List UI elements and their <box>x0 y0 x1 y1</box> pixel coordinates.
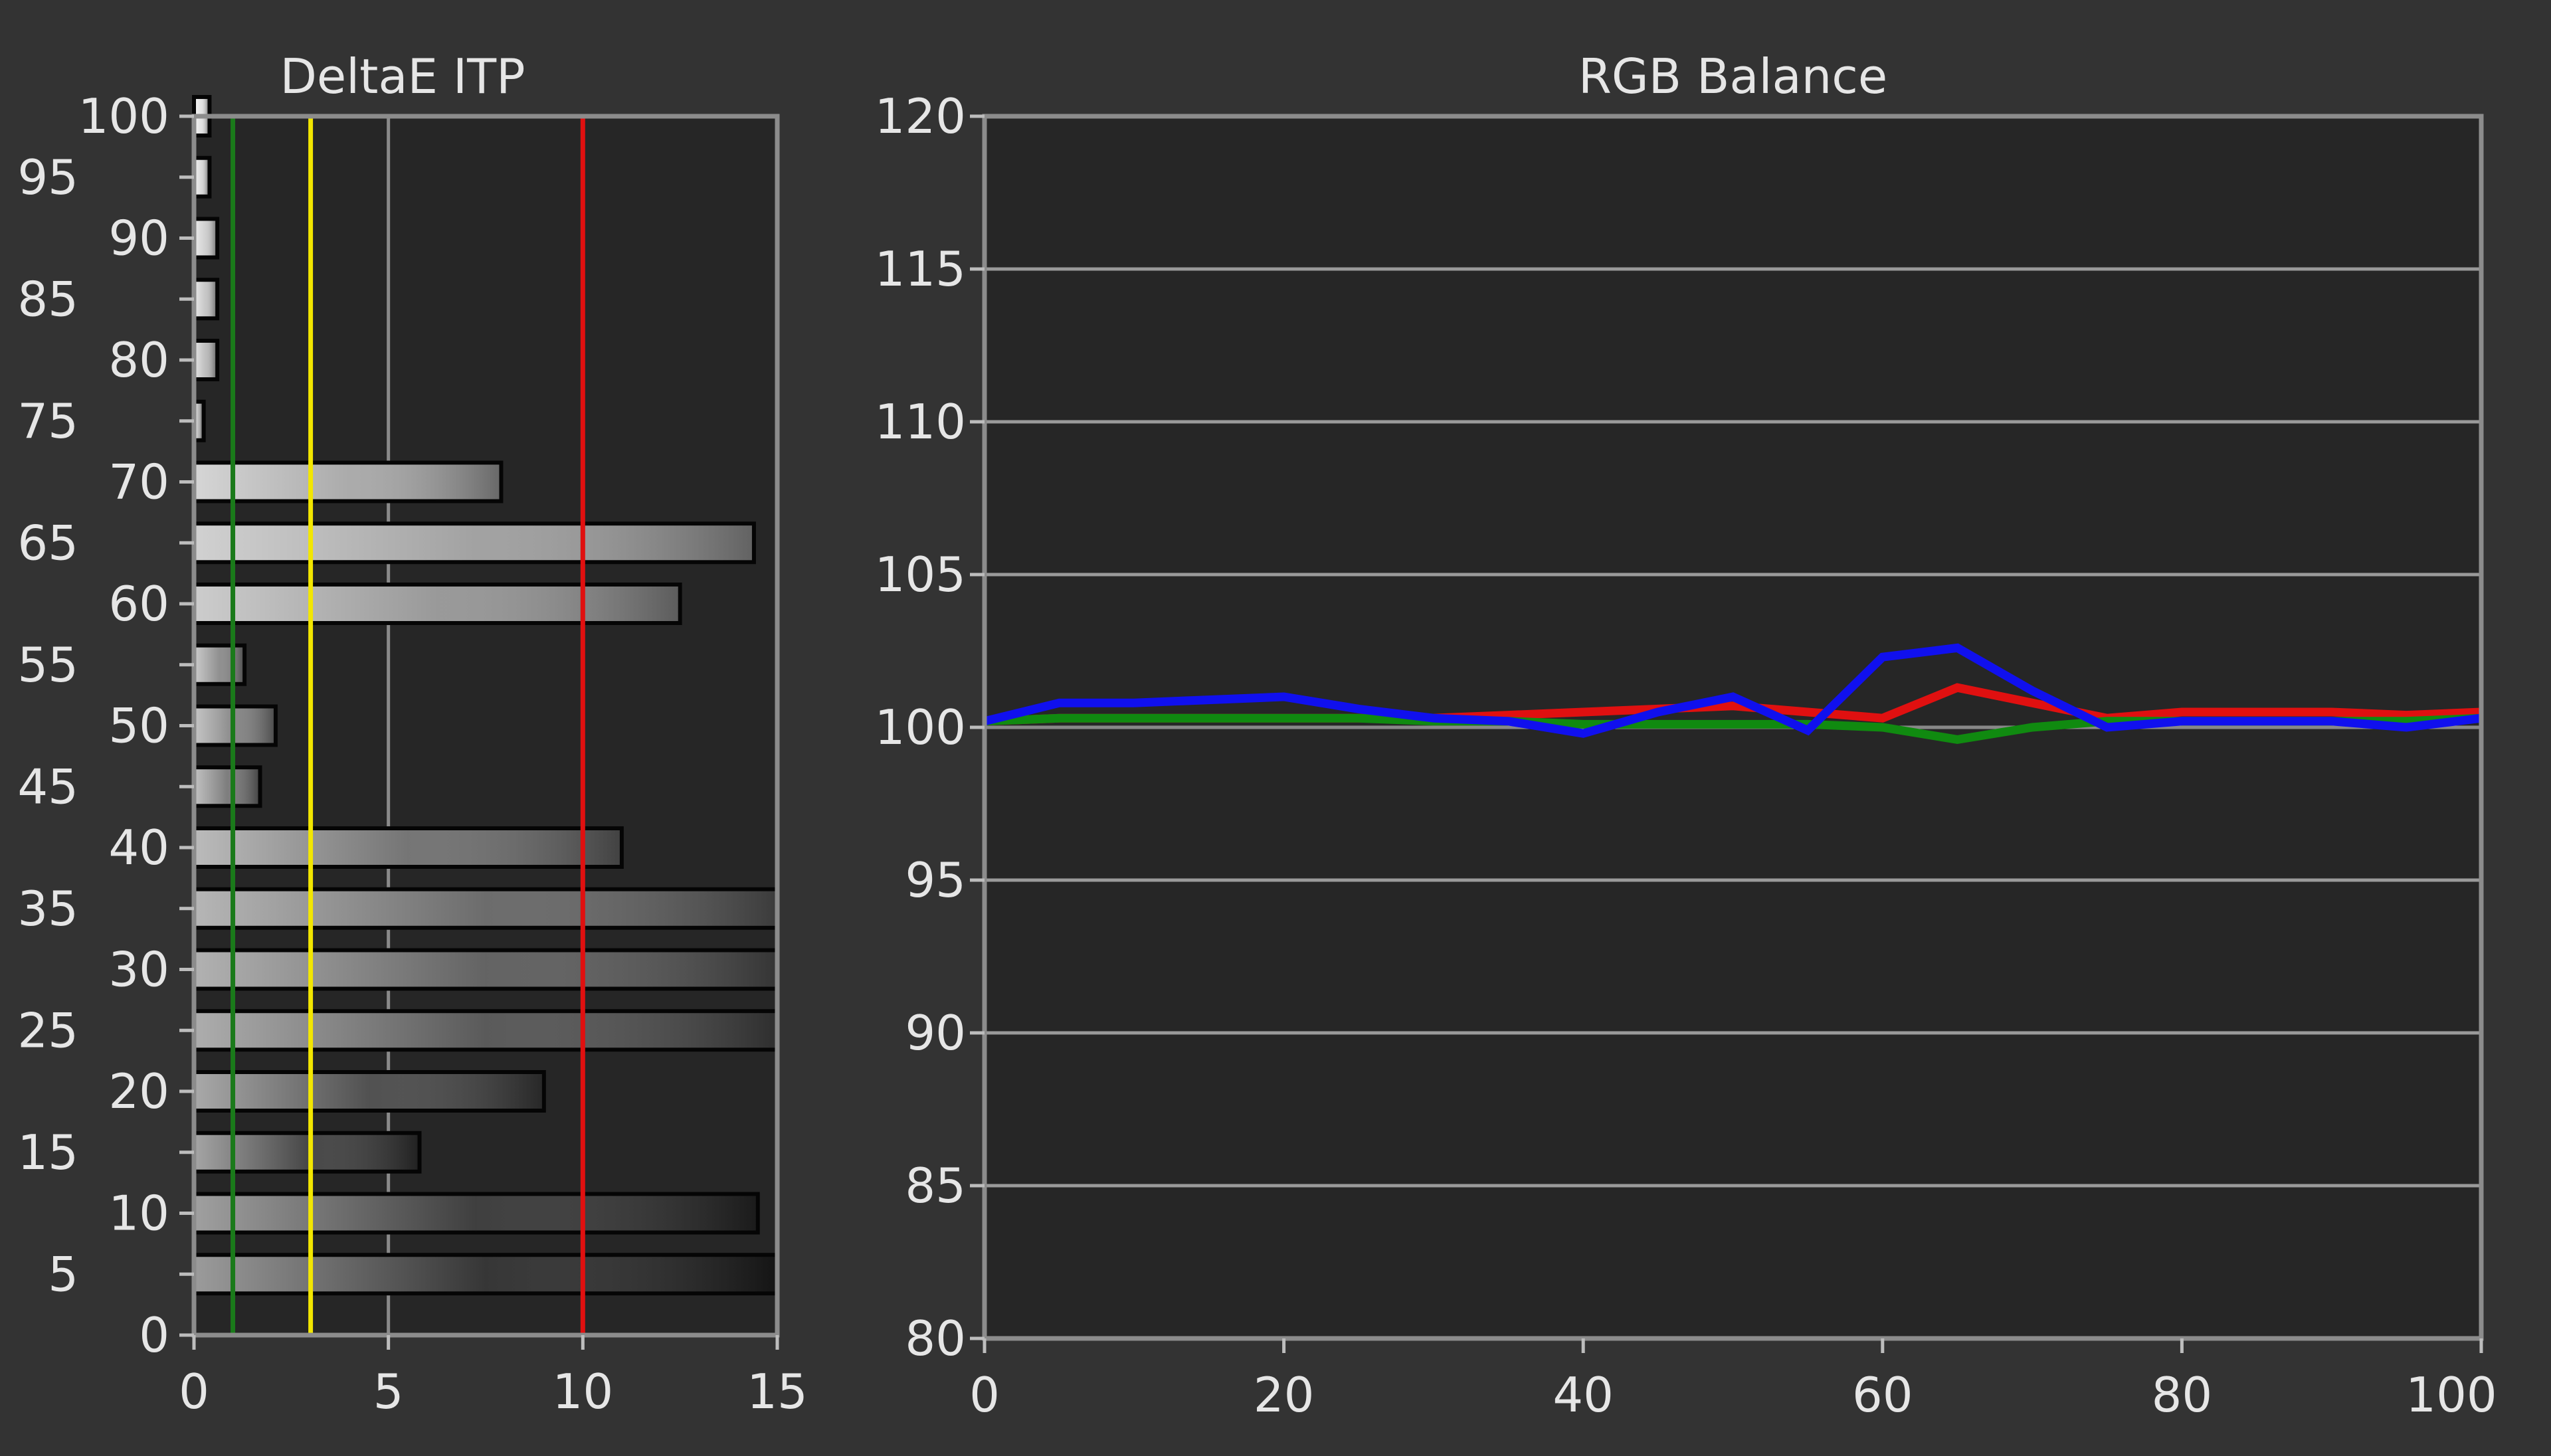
deltae-x-tick-label: 0 <box>179 1364 209 1419</box>
deltae-y-tick-label: 65 <box>17 515 78 571</box>
deltae-y-tick-label: 25 <box>17 1002 78 1058</box>
deltae-y-tick-label: 75 <box>17 393 78 449</box>
deltae-y-tick-label: 5 <box>48 1246 78 1302</box>
rgb-y-tick-label: 115 <box>875 241 966 297</box>
deltae-bar-shading <box>196 282 216 317</box>
rgb-y-tick-label: 80 <box>905 1311 966 1366</box>
deltae-chart: DeltaE ITP 05101520253035404550556065707… <box>17 48 807 1419</box>
rgb-x-tick-label: 40 <box>1553 1367 1614 1423</box>
rgb-series-line <box>983 643 2482 738</box>
deltae-y-tick-label: 100 <box>78 88 169 144</box>
rgb-x-tick-label: 20 <box>1254 1367 1315 1423</box>
deltae-bar-shading <box>196 830 620 865</box>
rgb-x-axis: 0 20 40 60 80 100 <box>969 1338 2497 1423</box>
deltae-y-tick-label: 90 <box>108 211 169 266</box>
rgb-y-tick-label: 100 <box>875 699 966 755</box>
rgb-x-tick-label: 80 <box>2152 1367 2213 1423</box>
rgb-y-tick-label: 95 <box>905 852 966 908</box>
deltae-bar-shading <box>196 1135 418 1170</box>
deltae-chart-title: DeltaE ITP <box>280 48 525 104</box>
deltae-threshold-lines <box>231 116 585 1335</box>
deltae-bar-shading <box>196 891 775 926</box>
deltae-y-tick-label: 15 <box>17 1125 78 1180</box>
deltae-y-tick-label: 30 <box>108 942 169 998</box>
deltae-y-tick-label: 0 <box>139 1307 169 1363</box>
deltae-bar-shading <box>196 221 216 256</box>
deltae-y-tick-label: 10 <box>108 1186 169 1241</box>
deltae-bar-shading <box>196 587 678 621</box>
deltae-y-tick-label: 50 <box>108 698 169 754</box>
deltae-y-tick-label: 35 <box>17 881 78 937</box>
deltae-bar-shading <box>196 525 752 561</box>
deltae-x-tick-label: 10 <box>553 1364 614 1419</box>
deltae-bar-shading <box>196 1013 775 1048</box>
deltae-bar-shading <box>196 1196 756 1231</box>
deltae-x-axis: 0 5 10 15 <box>179 1335 808 1419</box>
deltae-bar-shading <box>196 952 775 987</box>
deltae-y-tick-label: 60 <box>108 576 169 632</box>
deltae-bar-shading <box>196 159 208 195</box>
deltae-y-axis: 0 5 10 15 20 25 30 35 40 45 50 55 60 65 70 75 80 85 90 9510… <box>17 88 194 1363</box>
deltae-x-tick-label: 5 <box>373 1364 404 1419</box>
deltae-y-tick-label: 40 <box>108 820 169 875</box>
deltae-y-tick-label: 95 <box>17 149 78 205</box>
deltae-bar-shading <box>196 403 202 438</box>
deltae-y-tick-label: 55 <box>17 637 78 693</box>
deltae-bar-shading <box>196 343 216 377</box>
deltae-y-tick-label: 45 <box>17 759 78 814</box>
rgb-x-tick-label: 60 <box>1852 1367 1913 1423</box>
rgb-y-tick-label: 90 <box>905 1005 966 1061</box>
deltae-bar-shading <box>196 464 500 500</box>
deltae-bar-shading <box>196 1074 542 1109</box>
deltae-bar-shading <box>196 647 243 682</box>
deltae-x-tick-label: 15 <box>747 1364 808 1419</box>
deltae-bars <box>192 95 779 1296</box>
rgb-y-tick-label: 120 <box>875 88 966 144</box>
rgb-chart-title: RGB Balance <box>1578 48 1887 104</box>
rgb-y-tick-label: 110 <box>875 394 966 450</box>
rgb-balance-chart: RGB Balance 80 85 90 95 100 105 110 115 120 0 20 4… <box>875 48 2497 1423</box>
deltae-bar-shading <box>196 769 258 804</box>
rgb-x-tick-label: 100 <box>2406 1367 2497 1423</box>
deltae-y-tick-label: 80 <box>108 332 169 388</box>
rgb-y-tick-label: 105 <box>875 547 966 602</box>
deltae-y-tick-label: 70 <box>108 454 169 510</box>
deltae-y-tick-label: 85 <box>17 271 78 327</box>
rgb-series-lines <box>983 643 2482 744</box>
rgb-x-tick-label: 0 <box>969 1367 1000 1423</box>
deltae-bar-shading <box>196 1257 775 1292</box>
deltae-y-tick-label: 20 <box>108 1063 169 1119</box>
rgb-y-axis: 80 85 90 95 100 105 110 115 120 <box>875 88 985 1366</box>
rgb-y-tick-label: 85 <box>905 1158 966 1214</box>
